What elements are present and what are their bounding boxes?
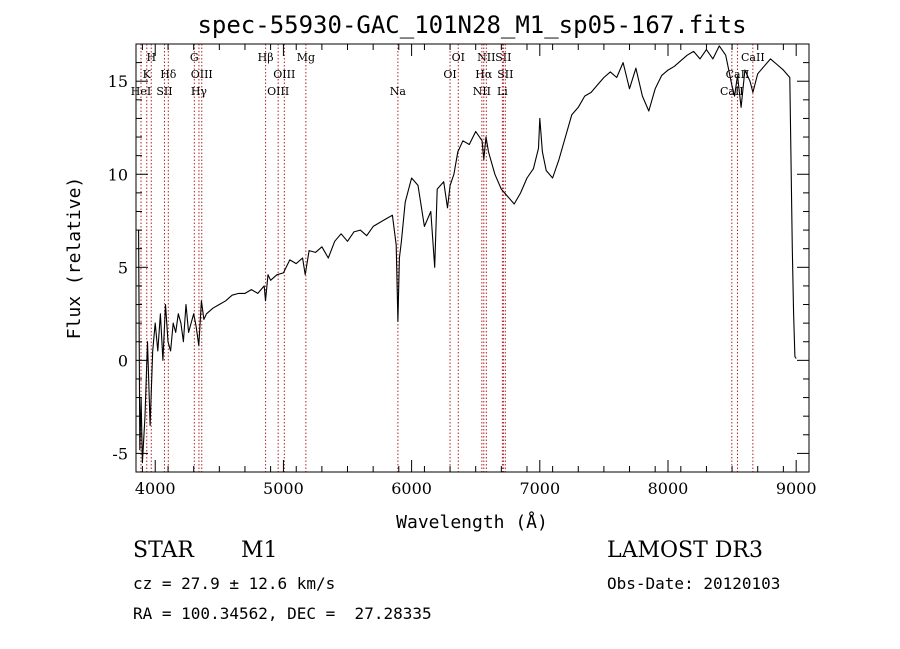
redshift-velocity: cz = 27.9 ± 12.6 km/s: [133, 574, 336, 593]
spectral-line-label: OIII: [191, 68, 213, 81]
flux-series-line: [138, 45, 797, 464]
spectral-line-label: Hγ: [191, 85, 208, 98]
sky-coordinates: RA = 100.34562, DEC = 27.28335: [133, 604, 432, 623]
spectral-line-label: CaII: [720, 85, 744, 98]
spectral-line-label: HeI: [131, 85, 151, 98]
object-class: STAR: [133, 538, 194, 563]
spectral-line-label: Na: [390, 85, 407, 98]
spectral-line-label: Hδ: [160, 68, 177, 81]
y-axis-label: Flux (relative): [64, 177, 85, 340]
spectral-line-label: OI: [452, 51, 465, 64]
spectral-line-label: OIII: [267, 85, 289, 98]
x-tick-label: 4000: [135, 479, 176, 498]
y-tick-label: 5: [118, 258, 128, 277]
x-tick-label: 5000: [263, 479, 304, 498]
y-tick-label: 15: [108, 72, 128, 91]
x-axis-label: Wavelength (Å): [396, 511, 548, 533]
y-tick-label: -5: [112, 444, 128, 463]
observation-date: Obs-Date: 20120103: [607, 574, 781, 593]
spectral-line-label: SII: [156, 85, 172, 98]
spectral-line-label: Li: [497, 85, 508, 98]
chart-title: spec-55930-GAC_101N28_M1_sp05-167.fits: [197, 11, 746, 39]
x-tick-label: 6000: [391, 479, 432, 498]
axes-frame: [135, 43, 810, 473]
spectral-line-label: CaII: [741, 51, 765, 64]
x-tick-label: 9000: [776, 479, 817, 498]
spectral-line-label: NII: [477, 51, 495, 64]
spectral-line-label: Hβ: [258, 51, 274, 64]
spectral-line-label: CaII: [726, 68, 750, 81]
x-tick-label: 8000: [648, 479, 689, 498]
y-tick-label: 10: [108, 165, 128, 184]
spectral-line-label: OI: [443, 68, 456, 81]
y-tick-label: 0: [118, 351, 128, 370]
spectral-line-label: SII: [495, 51, 511, 64]
spectral-line-label: H: [146, 51, 156, 64]
object-subclass: M1: [241, 538, 278, 563]
spectral-line-label: G: [190, 51, 199, 64]
spectral-line-label: K: [143, 68, 152, 81]
survey-name: LAMOST DR3: [607, 538, 763, 563]
spectral-line-label: Mg: [297, 51, 315, 64]
spectral-line-label: OIII: [273, 68, 295, 81]
spectral-line-label: Hα: [475, 68, 493, 81]
x-tick-label: 7000: [519, 479, 560, 498]
spectral-line-label: SII: [497, 68, 513, 81]
spectral-line-label: NII: [473, 85, 491, 98]
